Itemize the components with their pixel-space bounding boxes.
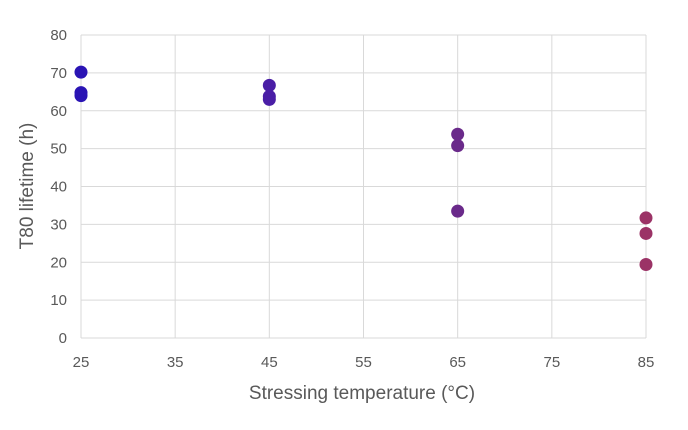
data-point	[262, 78, 276, 92]
data-point	[639, 258, 653, 272]
data-point	[451, 139, 465, 153]
y-tick-label: 50	[50, 141, 67, 158]
data-point	[451, 127, 465, 141]
data-point	[639, 226, 653, 240]
gridlines	[80, 34, 647, 339]
y-axis-title: T80 lifetime (h)	[17, 123, 38, 250]
data-point	[451, 204, 465, 218]
y-tick-label: 60	[50, 103, 67, 120]
x-axis-title: Stressing temperature (°C)	[249, 383, 475, 404]
x-tick-label: 75	[543, 354, 560, 371]
x-tick-label: 25	[73, 354, 90, 371]
y-tick-label: 10	[50, 292, 67, 309]
x-tick-label: 35	[167, 354, 184, 371]
y-tick-label: 30	[50, 216, 67, 233]
y-tick-label: 80	[50, 27, 67, 44]
x-tick-label: 65	[449, 354, 466, 371]
y-tick-label: 70	[50, 65, 67, 82]
y-tick-label: 20	[50, 254, 67, 271]
data-point	[639, 211, 653, 225]
x-tick-label: 55	[355, 354, 372, 371]
data-point	[74, 65, 88, 79]
x-tick-label: 85	[638, 354, 655, 371]
y-tick-label: 40	[50, 179, 67, 196]
y-tick-label: 0	[59, 330, 67, 347]
data-point	[74, 89, 88, 103]
data-points	[74, 65, 653, 272]
x-tick-label: 45	[261, 354, 278, 371]
data-point	[262, 92, 276, 106]
x-tick-labels: 25 35 45 55 65 75 85	[73, 354, 655, 371]
y-tick-labels: 0 10 20 30 40 50 60 70 80	[50, 27, 67, 347]
